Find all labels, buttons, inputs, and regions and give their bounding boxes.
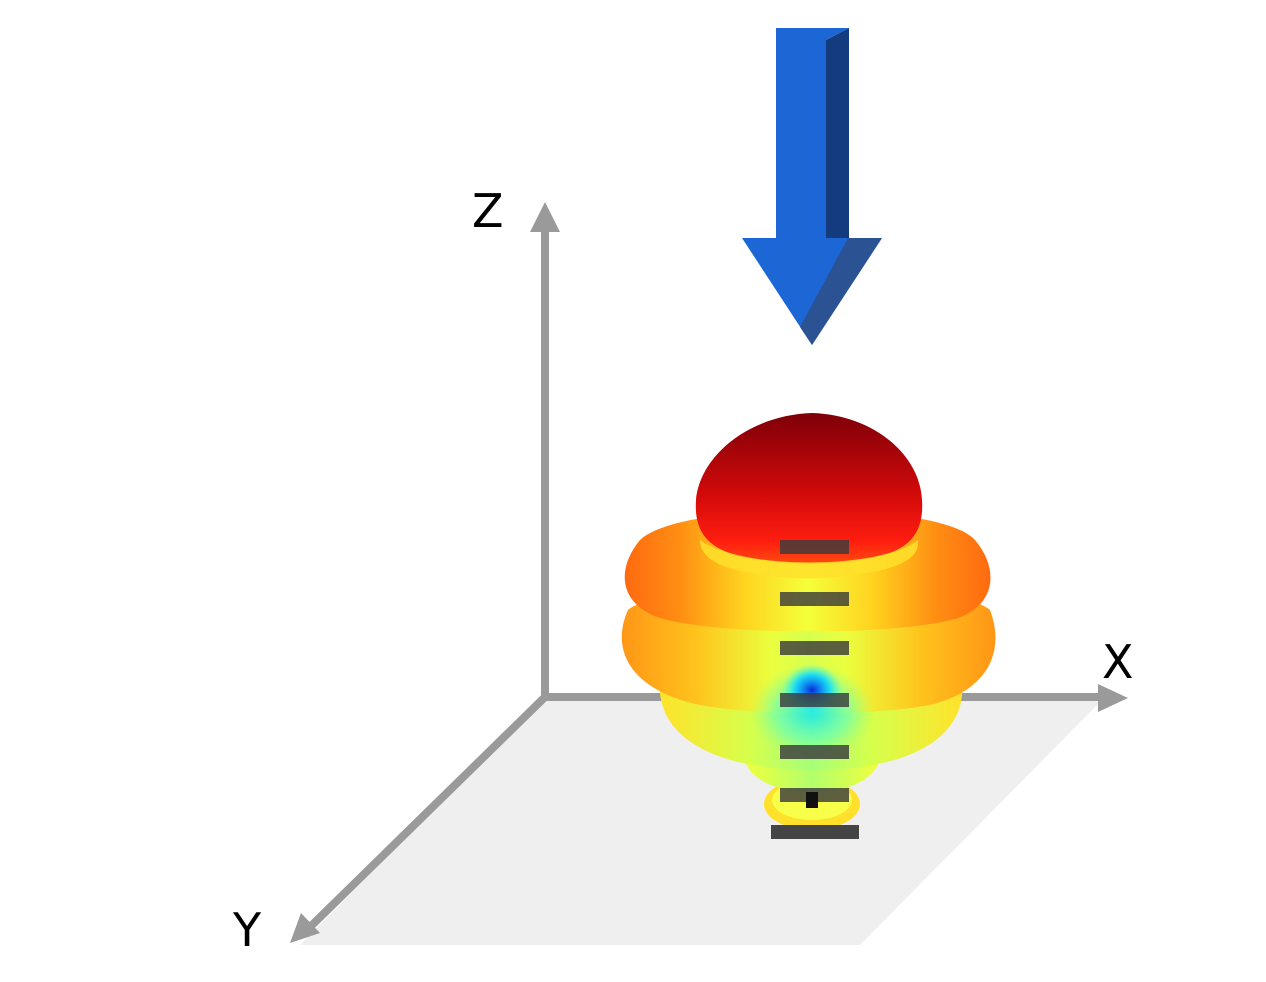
x-axis-label: X xyxy=(1102,635,1134,689)
pattern-main-lobe xyxy=(695,413,923,564)
array-element-5 xyxy=(780,745,849,759)
pattern-null xyxy=(782,664,842,716)
array-element-7 xyxy=(771,825,859,839)
incidence-arrow-shaft xyxy=(776,28,849,250)
y-axis-arrowhead xyxy=(290,913,320,943)
x-axis-arrowhead xyxy=(1098,684,1128,712)
y-axis xyxy=(305,691,551,932)
array-elements xyxy=(771,540,859,839)
array-element-2 xyxy=(780,592,849,606)
array-element-3 xyxy=(780,641,849,655)
feed-point xyxy=(806,792,818,808)
array-element-4 xyxy=(780,693,849,707)
array-element-1 xyxy=(780,540,849,554)
incidence-arrow xyxy=(742,28,882,345)
incidence-arrow-head-side xyxy=(800,238,882,345)
y-axis-label: Y xyxy=(232,903,262,957)
z-axis-arrowhead xyxy=(530,202,560,232)
z-axis-label: Z xyxy=(472,184,504,238)
incidence-arrow-shaft-side xyxy=(826,28,849,250)
ground-plane xyxy=(300,697,1105,945)
